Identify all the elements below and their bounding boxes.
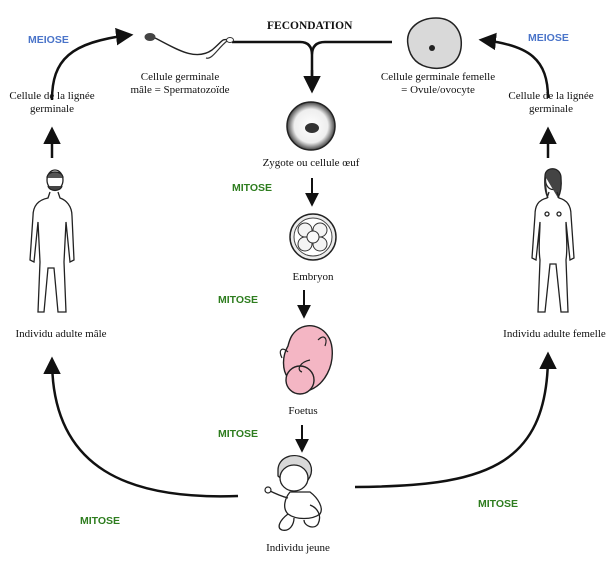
foetus-illustration — [279, 325, 333, 395]
adult-female-caption: Individu adulte femelle — [503, 328, 606, 340]
ovule-illustration — [406, 17, 462, 70]
spermatozoid-caption: Cellule germinale mâle = Spermatozoïde — [130, 71, 230, 96]
individu-jeune-caption: Individu jeune — [266, 542, 330, 554]
zygote-caption: Zygote ou cellule œuf — [262, 157, 360, 169]
embryon-illustration — [289, 213, 337, 261]
adult-male-illustration — [29, 169, 75, 313]
germline-right-caption: Cellule de la lignée germinale — [508, 90, 594, 115]
arrow-meiose-left — [50, 27, 134, 101]
mitose-label-1: MITOSE — [232, 182, 273, 194]
mitose-label-2: MITOSE — [218, 294, 259, 306]
adult-female-illustration — [531, 168, 575, 313]
arrow-mitose-to-male — [43, 356, 239, 498]
germline-left-caption: Cellule de la lignée germinale — [9, 90, 95, 115]
spermatozoid-illustration — [144, 33, 234, 59]
adult-male-caption: Individu adulte mâle — [15, 328, 107, 340]
ovule-caption: Cellule germinale femelle = Ovule/ovocyt… — [380, 71, 496, 96]
meiose-right-label: MEIOSE — [528, 32, 569, 44]
individu-jeune-illustration — [264, 455, 322, 531]
fecondation-label: FECONDATION — [267, 20, 353, 32]
meiose-left-label: MEIOSE — [28, 34, 69, 46]
mitose-label-left: MITOSE — [80, 515, 121, 527]
arrow-mitose-to-female — [354, 351, 557, 489]
zygote-illustration — [286, 101, 336, 151]
foetus-caption: Foetus — [288, 405, 318, 417]
mitose-label-right: MITOSE — [478, 498, 519, 510]
embryon-caption: Embryon — [292, 271, 334, 283]
arrow-meiose-right — [478, 32, 550, 99]
mitose-label-3: MITOSE — [218, 428, 259, 440]
fecondation-bracket — [232, 40, 392, 80]
